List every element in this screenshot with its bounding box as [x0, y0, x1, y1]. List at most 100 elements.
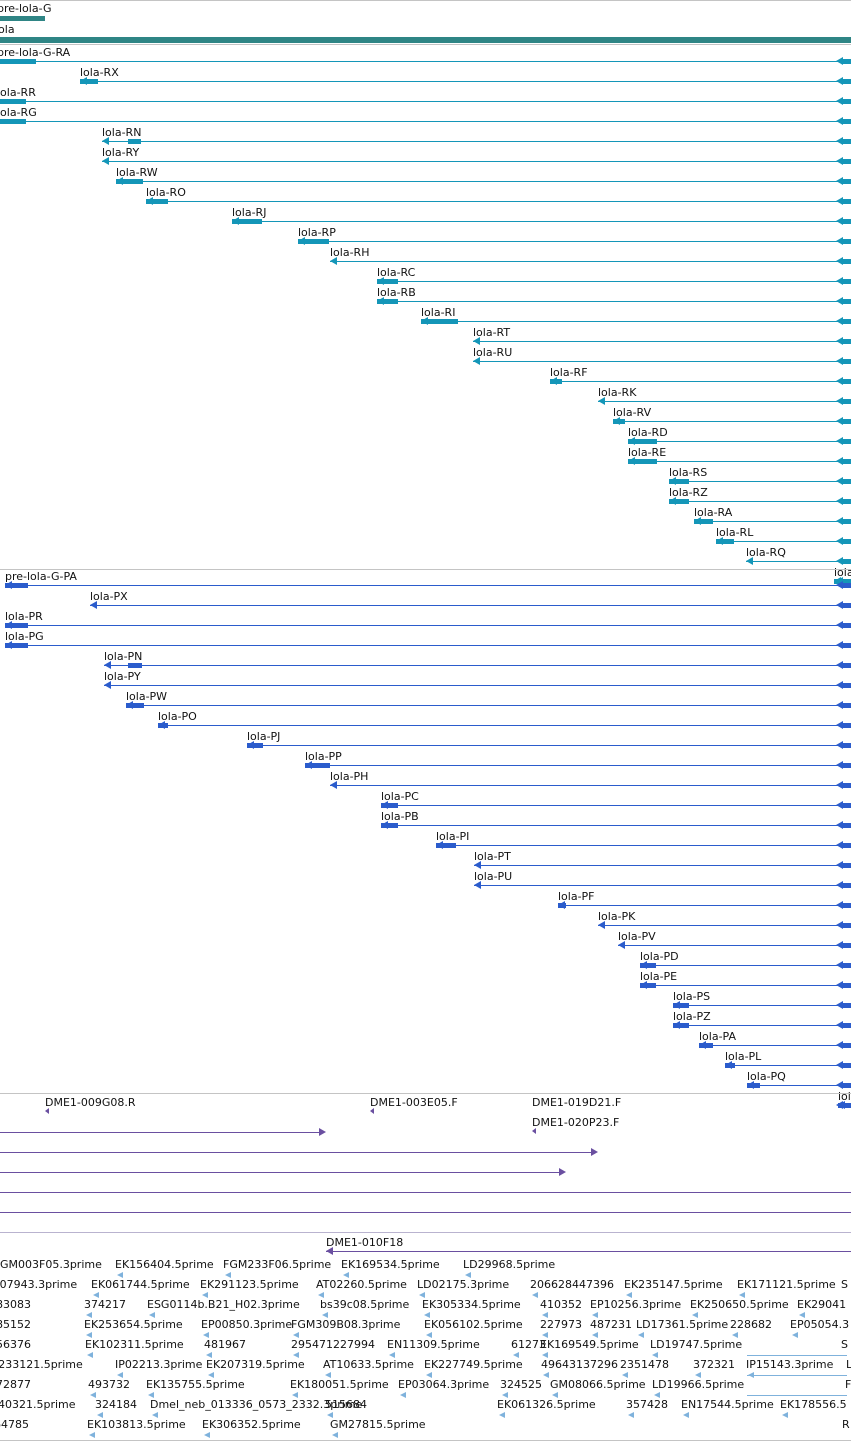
transcript-intron-line[interactable]: [0, 121, 851, 122]
est-read-label[interactable]: GM27815.5prime: [330, 1418, 426, 1431]
protein-label[interactable]: lola-PX: [90, 590, 128, 603]
transcript-label[interactable]: lola-RE: [628, 446, 667, 459]
protein-exon[interactable]: [699, 1043, 713, 1048]
est-read-label[interactable]: AT02260.5prime: [316, 1278, 407, 1291]
gene-label[interactable]: lola: [0, 23, 15, 36]
est-read-label[interactable]: EN11309.5prime: [387, 1338, 480, 1351]
est-read-label[interactable]: 324184: [95, 1398, 137, 1411]
est-read-label[interactable]: EK306352.5prime: [202, 1418, 301, 1431]
protein-intron-line[interactable]: [305, 765, 851, 766]
protein-label[interactable]: lola-PK: [598, 910, 636, 923]
est-read-label[interactable]: 85152: [0, 1318, 31, 1331]
transcript-intron-line[interactable]: [550, 381, 851, 382]
transcript-exon[interactable]: [0, 59, 36, 64]
est-clone-label[interactable]: DME1-003E05.F: [370, 1096, 458, 1109]
transcript-label[interactable]: lola-RZ: [669, 486, 708, 499]
transcript-intron-line[interactable]: [628, 441, 851, 442]
protein-label[interactable]: lola-PN: [104, 650, 143, 663]
est-read-label[interactable]: EK207319.5prime: [206, 1358, 305, 1371]
transcript-exon[interactable]: [669, 479, 689, 484]
transcript-label[interactable]: lola-RL: [716, 526, 754, 539]
protein-exon[interactable]: [673, 1023, 689, 1028]
transcript-intron-line[interactable]: [716, 541, 851, 542]
gene-label[interactable]: pre-lola-G: [0, 2, 52, 15]
est-read-label[interactable]: 372321: [693, 1358, 735, 1371]
est-read-label[interactable]: 56376: [0, 1338, 31, 1351]
transcript-intron-line[interactable]: [473, 341, 851, 342]
protein-intron-line[interactable]: [747, 1085, 851, 1086]
protein-label[interactable]: lola-PO: [158, 710, 197, 723]
est-read-label[interactable]: EK056102.5prime: [424, 1318, 523, 1331]
protein-exon[interactable]: [381, 803, 398, 808]
protein-label[interactable]: lola-PV: [618, 930, 656, 943]
est-read-label[interactable]: K233121.5prime: [0, 1358, 83, 1371]
est-clone-line[interactable]: [0, 1132, 324, 1133]
est-read-label[interactable]: 515684: [325, 1398, 367, 1411]
est-read-label[interactable]: S: [841, 1278, 848, 1291]
protein-intron-line[interactable]: [474, 865, 851, 866]
transcript-intron-line[interactable]: [613, 421, 851, 422]
protein-label[interactable]: lola-PC: [381, 790, 419, 803]
transcript-exon[interactable]: [0, 99, 26, 104]
transcript-intron-line[interactable]: [473, 361, 851, 362]
gene-feature[interactable]: [0, 37, 851, 43]
transcript-intron-line[interactable]: [694, 521, 851, 522]
est-read-label[interactable]: Dmel_neb_013336_0573_2332.3prime: [150, 1398, 363, 1411]
transcript-intron-line[interactable]: [0, 101, 851, 102]
transcript-intron-line[interactable]: [628, 461, 851, 462]
protein-intron-line[interactable]: [5, 625, 851, 626]
transcript-label[interactable]: lola-RB: [377, 286, 416, 299]
est-read-label[interactable]: P07943.3prime: [0, 1278, 78, 1291]
gene-feature[interactable]: [0, 16, 45, 21]
transcript-intron-line[interactable]: [0, 61, 851, 62]
transcript-label[interactable]: lola-RT: [473, 326, 511, 339]
protein-exon[interactable]: [640, 983, 656, 988]
transcript-intron-line[interactable]: [421, 321, 851, 322]
protein-exon[interactable]: [5, 623, 28, 628]
est-read-label[interactable]: 487231: [590, 1318, 632, 1331]
transcript-intron-line[interactable]: [598, 401, 851, 402]
est-read-label[interactable]: EN17544.5prime: [681, 1398, 774, 1411]
protein-intron-line[interactable]: [381, 805, 851, 806]
transcript-label[interactable]: lola-RV: [613, 406, 652, 419]
protein-label[interactable]: lola-PE: [640, 970, 678, 983]
est-read-label[interactable]: EP03064.3prime: [398, 1378, 490, 1391]
est-read-line[interactable]: [747, 1375, 847, 1376]
protein-label[interactable]: lola-PU: [474, 870, 513, 883]
transcript-label[interactable]: lola-RP: [298, 226, 336, 239]
protein-label[interactable]: lola-PB: [381, 810, 419, 823]
transcript-exon[interactable]: [421, 319, 458, 324]
protein-intron-line[interactable]: [725, 1065, 851, 1066]
est-read-label[interactable]: R: [842, 1418, 850, 1431]
transcript-label[interactable]: lola-RU: [473, 346, 513, 359]
protein-exon[interactable]: [673, 1003, 689, 1008]
est-read-label[interactable]: EK305334.5prime: [422, 1298, 521, 1311]
protein-label[interactable]: lola-PL: [725, 1050, 762, 1063]
transcript-intron-line[interactable]: [746, 561, 851, 562]
est-read-label[interactable]: LD17361.5prime: [636, 1318, 729, 1331]
protein-intron-line[interactable]: [618, 945, 851, 946]
est-read-label[interactable]: 493732: [88, 1378, 130, 1391]
protein-intron-line[interactable]: [381, 825, 851, 826]
protein-label[interactable]: lola-PS: [673, 990, 711, 1003]
transcript-exon[interactable]: [232, 219, 262, 224]
est-read-label[interactable]: L: [846, 1358, 851, 1371]
est-clone-label[interactable]: DME1-019D21.F: [532, 1096, 622, 1109]
est-read-label[interactable]: EP00850.3prime: [201, 1318, 293, 1331]
est-read-label[interactable]: EK291123.5prime: [200, 1278, 299, 1291]
est-read-label[interactable]: S: [841, 1338, 848, 1351]
transcript-exon[interactable]: [716, 539, 734, 544]
transcript-label[interactable]: lola-RD: [628, 426, 668, 439]
est-read-label[interactable]: LD19747.5prime: [650, 1338, 743, 1351]
protein-intron-line[interactable]: [673, 1005, 851, 1006]
protein-label[interactable]: lola-PY: [104, 670, 141, 683]
protein-intron-line[interactable]: [158, 725, 851, 726]
protein-exon[interactable]: [436, 843, 456, 848]
est-read-label[interactable]: LD02175.3prime: [417, 1278, 510, 1291]
protein-intron-line[interactable]: [247, 745, 851, 746]
protein-intron-line[interactable]: [126, 705, 851, 706]
est-read-label[interactable]: 206628447396: [530, 1278, 614, 1291]
protein-intron-line[interactable]: [90, 605, 851, 606]
protein-intron-line[interactable]: [640, 965, 851, 966]
est-read-label[interactable]: IP02213.3prime: [115, 1358, 203, 1371]
